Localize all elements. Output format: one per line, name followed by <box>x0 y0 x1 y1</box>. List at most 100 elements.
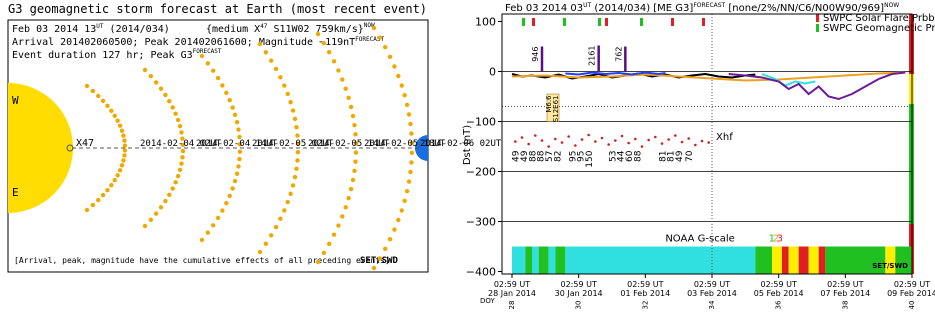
cme-front-dot <box>282 83 286 87</box>
credit: SET/SWD <box>872 262 908 270</box>
gscale-segment <box>525 247 532 275</box>
cme-front-dot <box>354 150 358 154</box>
cme-front-dot <box>123 143 127 147</box>
cme-front-dot <box>109 109 113 113</box>
cme-front-dot <box>176 174 180 178</box>
cme-front-dot <box>235 172 239 176</box>
cme-front-dot <box>378 35 382 39</box>
xhf-point <box>654 136 657 139</box>
cme-front-dot <box>407 112 411 116</box>
x-tick-time: 02:59 UT <box>827 280 863 289</box>
duration-line: Event duration 127 hr; Peak G3FORECAST <box>12 48 222 61</box>
probability-marker <box>563 18 566 26</box>
cme-front-dot <box>346 96 350 100</box>
xhf-point <box>641 145 644 148</box>
cme-front-dot <box>122 138 126 142</box>
xhf-point <box>527 143 530 146</box>
doy-axis-label: DOY <box>480 297 496 305</box>
x-tick-time: 02:59 UT <box>760 280 796 289</box>
doy-label: 40 <box>908 301 916 310</box>
cme-front-dot <box>372 26 376 30</box>
cme-front-dot <box>85 208 89 212</box>
xhf-number: 82 <box>553 151 563 162</box>
cme-front-dot <box>388 55 392 59</box>
xhf-point <box>534 134 537 137</box>
cme-front-dot <box>402 199 406 203</box>
flare-label: S12E61 <box>552 96 560 123</box>
cme-front-dot <box>372 266 376 270</box>
cme-front-dot <box>115 119 119 123</box>
gscale-segment <box>549 247 556 275</box>
xhf-number: 150 <box>585 150 595 167</box>
cme-front-dot <box>293 117 297 121</box>
cme-front-dot <box>352 123 356 127</box>
cme-front-dot <box>408 122 412 126</box>
cme-front-dot <box>228 98 232 102</box>
cme-front-dot <box>206 61 210 65</box>
x-tick-date: 30 Jan 2014 <box>555 289 603 298</box>
cme-front-dot <box>122 153 126 157</box>
cme-front-dot <box>96 198 100 202</box>
probability-marker <box>598 18 601 26</box>
cme-front-dot <box>121 133 125 137</box>
xhf-point <box>541 139 544 142</box>
cme-front-dot <box>167 99 171 103</box>
cme-front-dot <box>353 159 357 163</box>
x-tick-time: 02:59 UT <box>627 280 663 289</box>
probability-marker <box>640 18 643 26</box>
cme-front-dot <box>96 94 100 98</box>
cme-front-dot <box>118 123 122 127</box>
cme-front-dot <box>121 158 125 162</box>
probability-marker <box>605 18 608 26</box>
x-tick-date: 05 Feb 2014 <box>754 289 804 298</box>
cme-front-dot <box>396 218 400 222</box>
cme-front-dot <box>258 250 262 254</box>
probability-marker <box>671 18 674 26</box>
cme-front-dot <box>316 32 320 36</box>
gscale-segment <box>555 247 565 275</box>
xhf-point <box>621 135 624 138</box>
doy-label: 30 <box>575 301 583 310</box>
cme-front-dot <box>230 186 234 190</box>
cme-front-dot <box>228 194 232 198</box>
cme-front-dot <box>378 256 382 260</box>
legend-swatch <box>816 14 819 22</box>
xhf-point <box>661 142 664 145</box>
west-label: W <box>12 94 19 107</box>
xhf-point <box>701 140 704 143</box>
doy-label: 38 <box>841 301 849 310</box>
cme-front-dot <box>392 64 396 68</box>
xhf-point <box>581 138 584 141</box>
xhf-number: 49 <box>675 150 685 162</box>
gscale-segment <box>539 247 549 275</box>
cme-front-dot <box>352 169 356 173</box>
cme-front-dot <box>143 68 147 72</box>
dst-chart: Feb 03 2014 03UT (2014/034) [ME G3]FOREC… <box>462 2 935 309</box>
cme-front-dot <box>206 230 210 234</box>
cme-front-dot <box>233 179 237 183</box>
cme-front-dot <box>230 105 234 109</box>
event-line: {medium X47 S11W02 759km/s}NOW <box>206 22 375 35</box>
cme-front-dot <box>91 89 95 93</box>
doy-label: 32 <box>641 301 649 310</box>
gscale-segment <box>789 247 799 275</box>
cme-front-dot <box>181 149 185 153</box>
cme-front-dot <box>216 76 220 80</box>
cme-front-dot <box>264 50 268 54</box>
xhf-point <box>601 137 604 140</box>
cme-front-dot <box>400 208 404 212</box>
cme-front-dot <box>409 131 413 135</box>
cme-front-dot <box>220 208 224 212</box>
cme-front-dot <box>237 157 241 161</box>
y-tick-label: −300 <box>466 216 496 229</box>
cme-front-dot <box>344 87 348 91</box>
doy-label: 36 <box>775 300 783 309</box>
cme-front-dot <box>115 173 119 177</box>
diagram-title: G3 geomagnetic storm forecast at Earth (… <box>8 2 427 16</box>
footnote: [Arrival, peak, magnitude have the cumul… <box>14 256 390 265</box>
cme-front-dot <box>258 42 262 46</box>
doy-label: 34 <box>708 300 716 309</box>
arrival-line: Arrival 201402060500; Peak 201402061600;… <box>12 36 384 48</box>
cme-speed: 762 <box>614 47 623 62</box>
cme-front-dot <box>286 200 290 204</box>
